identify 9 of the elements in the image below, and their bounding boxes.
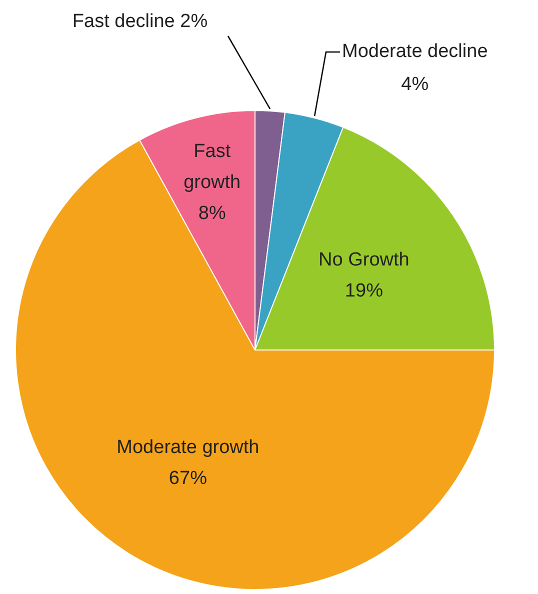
slice-label: Fast decline 2% — [72, 11, 208, 32]
slice-label: No Growth — [318, 250, 410, 271]
slice-label: Moderate growth — [116, 437, 260, 458]
slice-label: Moderate decline — [342, 41, 488, 62]
data-label: 19% — [344, 280, 384, 302]
data-label: 4% — [401, 74, 429, 96]
data-label: 67% — [168, 468, 208, 490]
data-label: 8% — [198, 203, 226, 224]
slice-label: Fast growth — [184, 141, 241, 194]
